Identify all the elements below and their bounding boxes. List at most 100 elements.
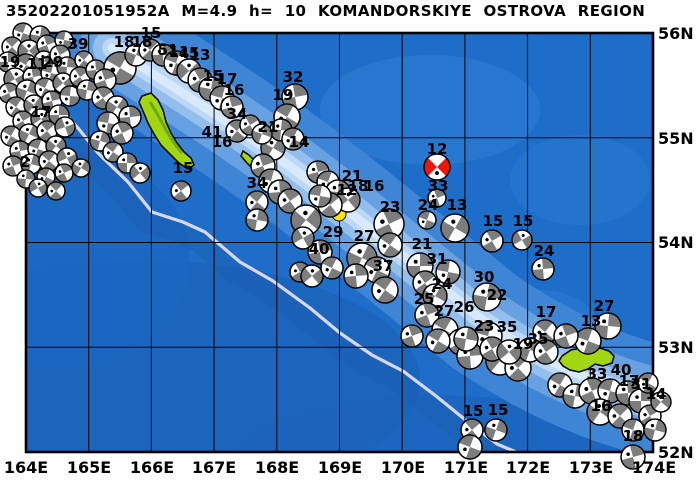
- focal-mechanism: [170, 180, 192, 202]
- focal-mechanism: [435, 259, 461, 285]
- ball-label: 27: [354, 227, 375, 245]
- focal-mechanism: [440, 213, 470, 243]
- ball-label: 15: [203, 67, 224, 85]
- focal-mechanism: [54, 116, 76, 138]
- focal-mechanism: [427, 188, 447, 208]
- ball-label: 15: [141, 24, 162, 42]
- ball-label: 34: [247, 174, 268, 192]
- ball-label: 16: [591, 397, 612, 415]
- focal-mechanism: [308, 184, 332, 208]
- ball-label: 15: [483, 212, 504, 230]
- focal-mechanism: [400, 324, 424, 348]
- focal-mechanism: [343, 263, 369, 289]
- y-axis-label: 53N: [658, 338, 694, 357]
- ball-label: 12: [337, 181, 358, 199]
- ball-label: 23: [474, 317, 495, 335]
- x-axis-label: 168E: [255, 458, 299, 477]
- ball-label: 29: [43, 53, 64, 71]
- ball-label: 24: [432, 275, 453, 293]
- focal-mechanism: [245, 190, 269, 214]
- y-axis-label: 52N: [658, 443, 694, 462]
- focal-mechanism: [643, 418, 667, 442]
- ball-label: 31: [631, 375, 652, 393]
- ball-label: 33: [587, 365, 608, 383]
- ball-label: 2: [20, 153, 30, 171]
- y-axis-label: 54N: [658, 233, 694, 252]
- x-axis-label: 170E: [381, 458, 425, 477]
- focal-mechanism: [637, 372, 659, 394]
- ball-label: 40: [611, 361, 632, 379]
- focal-mechanism: [607, 403, 633, 429]
- focal-mechanism: [511, 229, 533, 251]
- ball-label: 13: [447, 196, 468, 214]
- ball-label: 17: [619, 372, 640, 390]
- focal-mechanism: [425, 328, 451, 354]
- x-axis-label: 167E: [192, 458, 236, 477]
- focal-mechanism: [71, 158, 91, 178]
- ball-label: 13: [581, 312, 602, 330]
- x-axis-label: 164E: [4, 458, 48, 477]
- ball-label: 33: [428, 177, 449, 195]
- focal-mechanism: [28, 178, 48, 198]
- ball-label: 35: [497, 318, 518, 336]
- focal-mechanism: [484, 418, 508, 442]
- focal-mechanism: [453, 326, 479, 352]
- focal-mechanism: [12, 22, 34, 44]
- ball-label: 45: [179, 44, 200, 62]
- focal-mechanism: [377, 232, 403, 258]
- trench-line: [53, 101, 517, 452]
- ball-label: 19: [273, 86, 294, 104]
- ball-label: 19: [0, 53, 20, 71]
- focal-mechanism: [18, 123, 40, 145]
- focal-mechanism: [422, 283, 448, 309]
- focal-mechanism: [553, 323, 579, 349]
- focal-mechanisms: [0, 22, 672, 470]
- ball-label: 34: [227, 105, 248, 123]
- focal-mechanism: [56, 147, 78, 169]
- focal-mechanism: [281, 127, 305, 151]
- ball-label: 51: [158, 41, 179, 59]
- focal-mechanism-highlight: [423, 153, 451, 181]
- ball-label: 18: [114, 33, 135, 51]
- focal-mechanism: [414, 302, 440, 328]
- ball-label: 16: [364, 177, 385, 195]
- ball-label: 14: [289, 133, 310, 151]
- ball-label: 18: [348, 177, 369, 195]
- focal-mechanism: [531, 257, 555, 281]
- map-frame: [24, 31, 655, 454]
- ball-label: 22: [487, 286, 508, 304]
- focal-mechanism: [472, 282, 502, 312]
- x-axis-label: 174E: [632, 458, 676, 477]
- ball-label: 15: [173, 159, 194, 177]
- ball-label: 39: [68, 35, 89, 53]
- ball-label: 37: [373, 257, 394, 275]
- ball-label: 24: [418, 196, 439, 214]
- focal-mechanism: [110, 121, 134, 145]
- focal-mechanism: [371, 276, 399, 304]
- focal-mechanism: [417, 210, 437, 230]
- focal-mechanism: [138, 38, 162, 62]
- focal-mechanism: [594, 312, 622, 340]
- ball-label: 30: [474, 268, 495, 286]
- ball-label: 14: [646, 385, 667, 403]
- focal-mechanism: [291, 226, 315, 250]
- ball-label: 12: [427, 140, 448, 158]
- ball-label: 31: [427, 250, 448, 268]
- ball-label: 17: [536, 303, 557, 321]
- ball-label: 27: [594, 297, 615, 315]
- ball-label: 13: [190, 46, 211, 64]
- focal-mechanism: [480, 229, 504, 253]
- focal-mechanism: [533, 339, 559, 365]
- focal-mechanism: [129, 162, 151, 184]
- ball-label: 41: [202, 123, 223, 141]
- focal-mechanism: [650, 391, 672, 413]
- focal-mechanism: [496, 339, 522, 365]
- x-axis-label: 172E: [506, 458, 550, 477]
- ball-label: 40: [309, 240, 330, 258]
- focal-mechanism: [457, 434, 483, 460]
- ball-label: 26: [454, 298, 475, 316]
- ball-label: 15: [513, 212, 534, 230]
- focal-mechanism: [46, 181, 66, 201]
